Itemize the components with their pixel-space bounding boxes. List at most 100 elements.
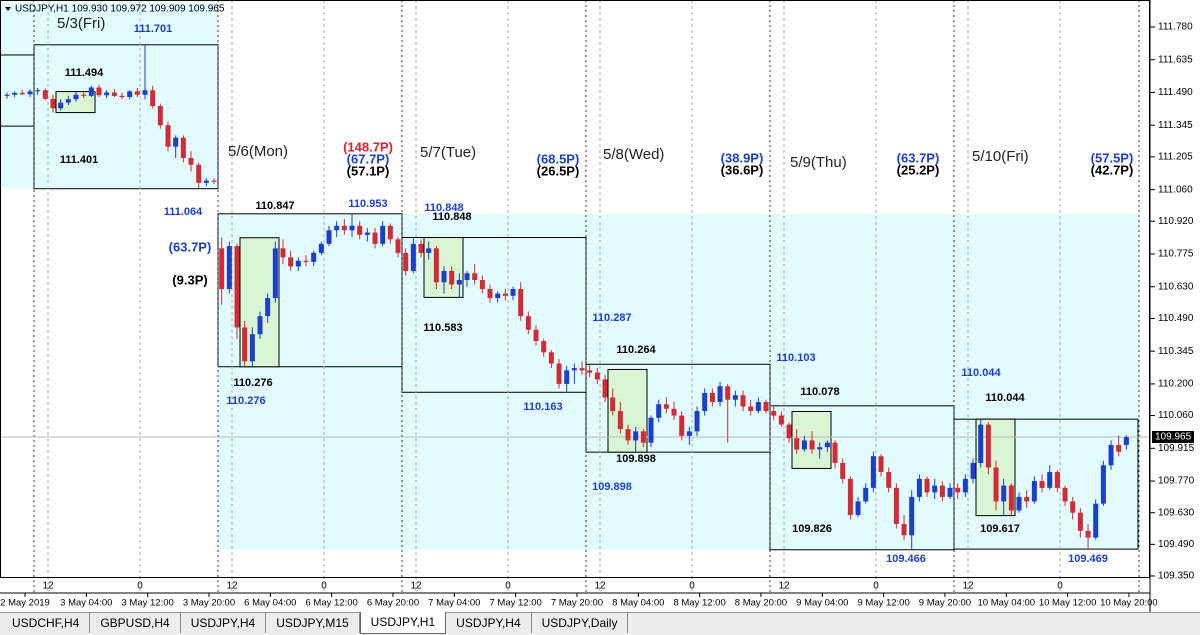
candle-body bbox=[257, 316, 263, 335]
pip-label: (25.2P) bbox=[897, 162, 940, 177]
candle-body bbox=[625, 429, 631, 441]
day-low-label: 109.898 bbox=[592, 481, 632, 493]
candle-body bbox=[58, 102, 64, 109]
candle-body bbox=[295, 260, 301, 267]
candle-body bbox=[318, 243, 324, 253]
opening-range-box bbox=[55, 91, 96, 114]
chart-tab[interactable]: USDCHF,H4 bbox=[2, 613, 91, 633]
candle-body bbox=[763, 401, 769, 412]
pip-label: (36.6P) bbox=[721, 162, 764, 177]
background-layer bbox=[0, 3, 1139, 551]
time-label: 2 May 2019 bbox=[0, 598, 50, 609]
day-range-box bbox=[401, 237, 587, 393]
time-label: 6 May 04:00 bbox=[244, 598, 296, 609]
day-label: 5/9(Thu) bbox=[790, 154, 847, 171]
day-low-label: 109.469 bbox=[1068, 553, 1108, 565]
hour-label: 0 bbox=[321, 581, 327, 592]
hour-label: 12 bbox=[410, 581, 422, 592]
chart-tab[interactable]: USDJPY,H4 bbox=[446, 613, 532, 633]
candle-body bbox=[955, 487, 961, 493]
y-tick-label: 109.770 bbox=[1158, 476, 1195, 487]
pip-label: (57.5P) bbox=[1091, 150, 1134, 165]
candle-body bbox=[579, 368, 585, 371]
chart-tab[interactable]: USDJPY,Daily bbox=[532, 613, 629, 633]
candle-body bbox=[219, 248, 225, 290]
open-high-label: 110.264 bbox=[616, 344, 656, 356]
pip-label: (38.9P) bbox=[721, 150, 764, 165]
day-range-box bbox=[953, 418, 1139, 550]
dropdown-icon bbox=[5, 7, 11, 11]
candle-body bbox=[418, 243, 424, 253]
time-label: 10 May 04:00 bbox=[977, 598, 1035, 609]
candle-body bbox=[794, 438, 800, 450]
opening-range-box bbox=[423, 237, 464, 298]
candle-body bbox=[203, 180, 209, 183]
candle-body bbox=[824, 442, 830, 448]
candle-body bbox=[42, 90, 48, 99]
candle-body bbox=[288, 257, 294, 267]
candle-body bbox=[978, 424, 984, 463]
y-tick-label: 110.775 bbox=[1158, 249, 1194, 260]
current-price-label: 109.965 bbox=[1155, 432, 1192, 443]
pip-label: (148.7P) bbox=[343, 139, 393, 154]
candle-body bbox=[510, 289, 516, 296]
candle-body bbox=[1001, 485, 1007, 502]
day-low-label: 109.466 bbox=[886, 553, 926, 565]
candle-body bbox=[226, 246, 232, 290]
candle-body bbox=[472, 273, 478, 280]
candle-body bbox=[633, 431, 639, 441]
candle-body bbox=[556, 363, 562, 384]
candle-body bbox=[433, 248, 439, 283]
y-tick-label: 110.060 bbox=[1158, 410, 1194, 421]
chart-window: 111.780 111.635 111.490 111.345 111.205 111.0… bbox=[0, 0, 1195, 612]
candle-body bbox=[249, 334, 255, 362]
candle-body bbox=[909, 496, 915, 536]
candle-body bbox=[142, 90, 148, 95]
grid-layer bbox=[0, 0, 1155, 593]
candle-body bbox=[242, 327, 248, 362]
chart-tab[interactable]: USDJPY,H4 bbox=[181, 613, 267, 633]
candle-body bbox=[1016, 496, 1022, 511]
candle-body bbox=[648, 417, 654, 443]
open-high-label: 110.847 bbox=[255, 200, 294, 212]
candle-body bbox=[111, 92, 117, 96]
candle-body bbox=[771, 411, 777, 416]
time-label: 7 May 12:00 bbox=[489, 598, 541, 609]
candle-body bbox=[65, 99, 71, 103]
candle-body bbox=[1062, 487, 1068, 502]
time-label: 8 May 04:00 bbox=[612, 598, 664, 609]
time-label: 3 May 20:00 bbox=[183, 598, 235, 609]
candle-body bbox=[886, 472, 892, 488]
day-low-label: 111.064 bbox=[164, 206, 203, 218]
candle-body bbox=[334, 225, 340, 231]
candle-body bbox=[748, 406, 754, 412]
chart-tab[interactable]: GBPUSD,H4 bbox=[90, 613, 181, 633]
candle-body bbox=[817, 447, 823, 450]
candle-body bbox=[755, 401, 761, 412]
candle-body bbox=[387, 225, 393, 240]
candle-body bbox=[27, 91, 33, 95]
candle-body bbox=[456, 279, 462, 285]
hour-label: 12 bbox=[226, 581, 238, 592]
time-label: 3 May 04:00 bbox=[60, 598, 112, 609]
candle-body bbox=[985, 424, 991, 468]
candle-body bbox=[502, 293, 508, 296]
chart-tab[interactable]: USDJPY,M15 bbox=[266, 613, 360, 633]
candle-body bbox=[234, 246, 240, 328]
candle-body bbox=[533, 329, 539, 341]
candle-body bbox=[341, 225, 347, 231]
hour-label: 12 bbox=[42, 581, 54, 592]
day-label: 5/7(Tue) bbox=[420, 144, 476, 161]
day-label: 5/8(Wed) bbox=[603, 146, 664, 163]
open-low-label: 109.617 bbox=[980, 523, 1020, 535]
candle-body bbox=[740, 395, 746, 407]
candle-body bbox=[265, 298, 271, 317]
candle-body bbox=[671, 408, 677, 416]
candle-body bbox=[656, 404, 662, 418]
candle-body bbox=[694, 411, 700, 432]
candle-body bbox=[564, 370, 570, 384]
day-label: 5/10(Fri) bbox=[972, 148, 1029, 165]
chart-tab[interactable]: USDJPY,H1 bbox=[359, 612, 447, 634]
candle-body bbox=[847, 478, 853, 515]
time-label: 9 May 04:00 bbox=[796, 598, 848, 609]
